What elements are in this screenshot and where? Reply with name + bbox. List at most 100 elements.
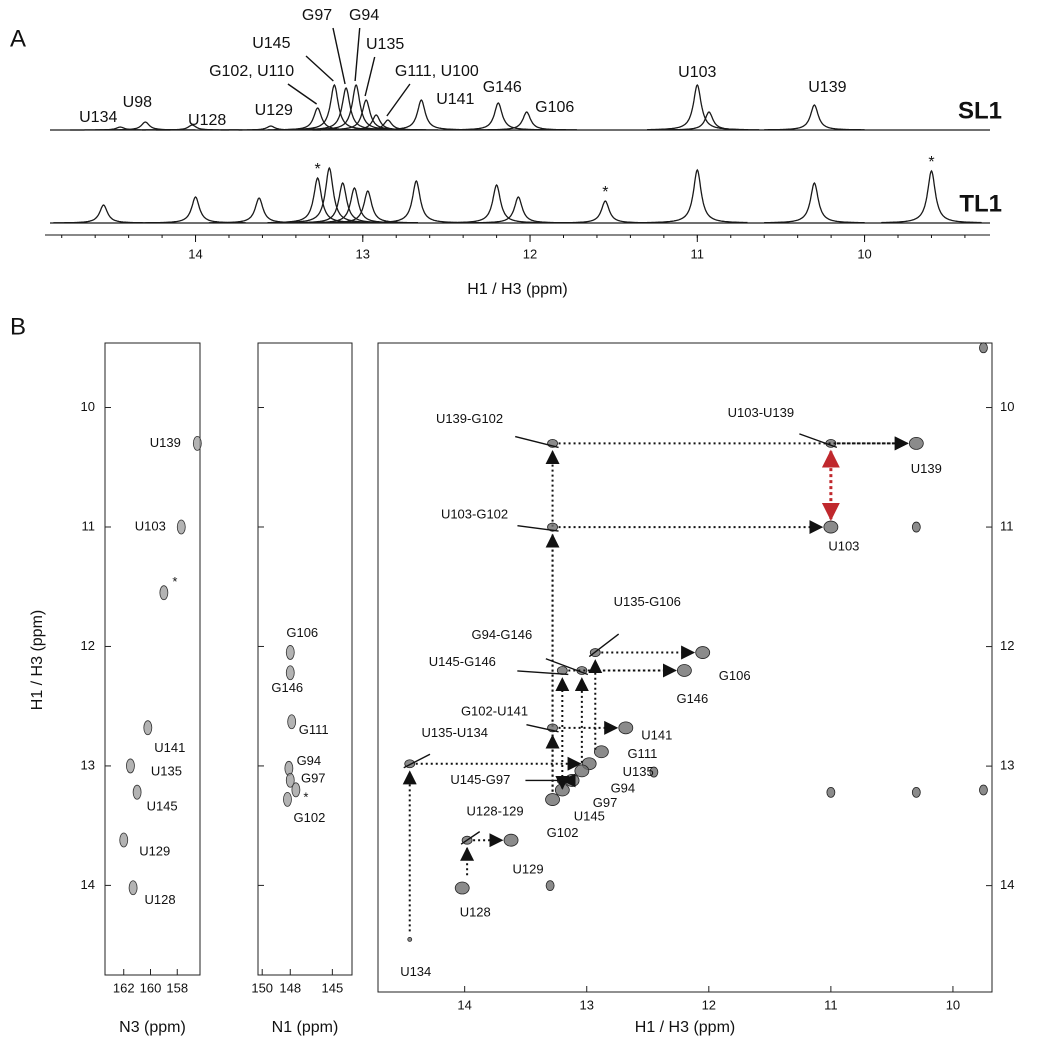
x-axis-label: H1 / H3 (ppm) (635, 1019, 735, 1036)
peak-label: G106 (535, 99, 574, 116)
plot-frame (104, 342, 201, 976)
panel-label: A (10, 25, 26, 52)
peak (658, 111, 760, 131)
x-axis-label: H1 / H3 (ppm) (467, 281, 567, 298)
peak-label: G111, U100 (395, 63, 479, 80)
cross-peak-label: G94-G146 (472, 627, 533, 642)
x-tick-label: 12 (702, 997, 716, 1012)
peak (291, 782, 301, 798)
y-axis-label: H1 / H3 (ppm) (29, 610, 46, 710)
peak-label: G146 (483, 79, 522, 96)
y-tick-label: 13 (1000, 758, 1014, 773)
peak-label: U134 (400, 964, 431, 979)
peak-label: U128 (145, 892, 176, 907)
peak (128, 880, 138, 896)
peak-label: U141 (436, 91, 474, 108)
peak (468, 196, 569, 224)
leader (386, 83, 411, 117)
peak-label: G97 (302, 7, 332, 24)
peak (285, 772, 295, 788)
x-tick-label: 14 (457, 997, 471, 1012)
peak (454, 881, 470, 895)
leader (517, 524, 559, 532)
cross-peak-label: U145-G97 (450, 772, 510, 787)
peak-label: U128 (460, 904, 491, 919)
peak (407, 937, 413, 942)
x-tick-label: 145 (322, 980, 344, 995)
leader (588, 633, 620, 658)
x-tick-label: 160 (140, 980, 162, 995)
y-tick-label: 11 (1000, 519, 1014, 534)
peak-label: U128 (188, 112, 226, 129)
y-tick-label: 13 (81, 757, 95, 772)
peak-label: G106 (286, 625, 318, 640)
peak (979, 342, 988, 354)
x-tick-label: 158 (166, 980, 188, 995)
peak (911, 521, 921, 533)
peak (285, 645, 295, 660)
x-tick-label: 10 (946, 997, 960, 1012)
peak (545, 880, 555, 892)
series-name: SL1 (958, 97, 1002, 124)
cross-peak-label: U103-U139 (728, 405, 795, 420)
peak-label: U129 (139, 843, 170, 858)
peak (53, 204, 154, 224)
x-tick-label: 148 (279, 980, 301, 995)
x-tick-label: 13 (356, 246, 370, 261)
peak (826, 786, 836, 798)
leader (460, 831, 481, 845)
peak-label: U145 (574, 808, 605, 823)
peak (145, 196, 246, 224)
peak-label: G94 (611, 780, 636, 795)
peak-label: G97 (593, 795, 618, 810)
peak-label: G146 (271, 680, 303, 695)
x-tick-label: 150 (251, 980, 273, 995)
peak-label: U103 (135, 518, 166, 533)
peak (695, 646, 711, 659)
y-tick-label: 10 (81, 399, 95, 414)
x-tick-label: 10 (857, 246, 871, 261)
peak-label: U139 (911, 461, 942, 476)
peak (316, 99, 417, 131)
peak-label: * (303, 789, 308, 804)
peak (823, 520, 839, 534)
plot-frame (257, 342, 353, 976)
peak (676, 664, 692, 677)
leader (287, 83, 318, 105)
peak (285, 665, 295, 681)
peak-label: * (315, 161, 321, 178)
peak-label: U145 (147, 799, 178, 814)
y-tick-label: 10 (1000, 399, 1014, 414)
leader (354, 27, 361, 82)
peak-label: * (602, 184, 608, 201)
peak-label: U103 (828, 539, 859, 554)
y-tick-label: 14 (1000, 877, 1014, 892)
peak (764, 181, 865, 224)
peak-label: U98 (123, 94, 152, 111)
peak-label: U139 (150, 435, 181, 450)
peak-label: U145 (252, 35, 290, 52)
peak-label: U141 (641, 727, 672, 742)
peak-label: U135 (623, 764, 654, 779)
peak (279, 166, 380, 224)
cross-peak-label: U145-G146 (429, 654, 496, 669)
peak-label: G94 (297, 753, 322, 768)
peak-label: U134 (79, 109, 117, 126)
leader (403, 753, 431, 769)
peak (554, 783, 570, 797)
peak (192, 435, 202, 451)
x-tick-label: 11 (824, 997, 838, 1012)
peak-label: U139 (808, 79, 846, 96)
peak-label: G102, U110 (209, 63, 294, 80)
x-axis-label: N3 (ppm) (119, 1019, 186, 1036)
peak (545, 793, 560, 806)
peak (283, 791, 292, 807)
peak-label: U103 (678, 64, 716, 81)
cross-peak-label: U135-U134 (421, 725, 488, 740)
plot-frame (377, 342, 993, 993)
peak-label: G102 (294, 810, 326, 825)
peak-label: G106 (719, 668, 751, 683)
peak-label: U129 (255, 102, 293, 119)
x-axis-label: N1 (ppm) (272, 1019, 339, 1036)
peak (119, 832, 129, 848)
